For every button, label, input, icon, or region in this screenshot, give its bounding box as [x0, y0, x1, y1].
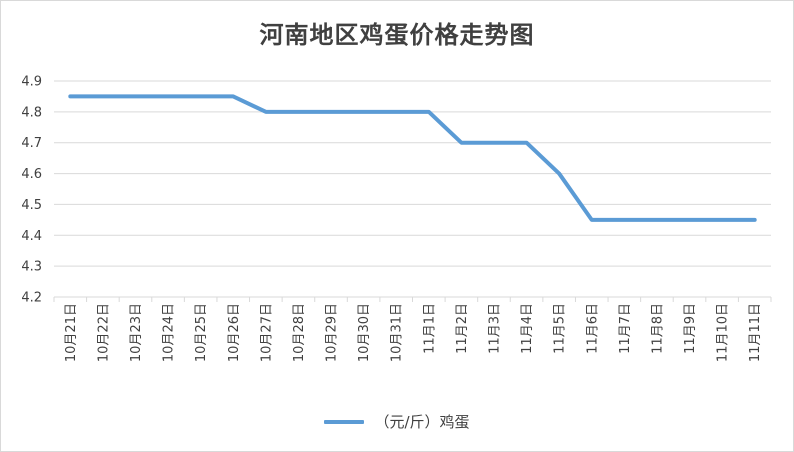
data-point: [427, 110, 431, 114]
x-tick-label: 10月23日: [129, 303, 144, 362]
y-tick-label: 4.4: [21, 229, 42, 244]
y-tick-label: 4.3: [21, 260, 42, 275]
x-tick-label: 10月30日: [357, 303, 372, 362]
y-tick-label: 4.7: [21, 136, 42, 151]
data-point: [231, 94, 235, 98]
legend: （元/斤）鸡蛋: [1, 411, 793, 432]
y-tick-label: 4.5: [21, 198, 42, 213]
data-point: [753, 218, 757, 222]
data-point: [492, 141, 496, 145]
data-point: [101, 94, 105, 98]
data-point: [68, 94, 72, 98]
x-tick-label: 11月11日: [748, 303, 763, 362]
x-tick-label: 11月9日: [683, 303, 698, 354]
legend-label: （元/斤）鸡蛋: [374, 413, 470, 431]
chart-title: 河南地区鸡蛋价格走势图: [259, 20, 535, 49]
y-tick-label: 4.6: [21, 167, 42, 182]
legend-swatch: [324, 419, 365, 424]
x-tick-label: 10月24日: [162, 303, 177, 362]
x-tick-label: 11月10日: [716, 303, 731, 362]
x-tick-label: 10月28日: [292, 303, 307, 362]
data-point: [296, 110, 300, 114]
data-point: [655, 218, 659, 222]
x-tick-label: 11月7日: [618, 303, 633, 354]
x-tick-label: 10月31日: [390, 303, 405, 362]
x-tick-label: 10月27日: [259, 303, 274, 362]
x-tick-label: 10月26日: [227, 303, 242, 362]
data-point: [329, 110, 333, 114]
plot-area: 4.2 4.3 4.4 4.5 4.6 4.7 4.8 4.9 10月21日 10月22日 10月2…: [21, 75, 772, 362]
series-line: [68, 94, 757, 222]
data-point: [264, 110, 268, 114]
x-tick-label: 10月21日: [64, 303, 79, 362]
data-point: [688, 218, 692, 222]
data-point: [590, 218, 594, 222]
data-point: [525, 141, 529, 145]
data-point: [557, 172, 561, 176]
x-tick-label: 10月25日: [194, 303, 209, 362]
x-tick-label: 11月1日: [422, 303, 437, 354]
data-point: [166, 94, 170, 98]
x-tick-label: 11月2日: [455, 303, 470, 354]
data-point: [133, 94, 137, 98]
x-tick-label: 11月8日: [650, 303, 665, 354]
data-point: [622, 218, 626, 222]
y-tick-label: 4.9: [21, 75, 42, 90]
x-tick-label: 11月6日: [585, 303, 600, 354]
x-tick-label: 11月4日: [520, 303, 535, 354]
data-point: [394, 110, 398, 114]
y-tick-label: 4.2: [21, 291, 42, 306]
y-tick-label: 4.8: [21, 105, 42, 120]
data-point: [459, 141, 463, 145]
data-point: [362, 110, 366, 114]
data-point: [199, 94, 203, 98]
x-tick-label: 10月22日: [96, 303, 111, 362]
data-point: [720, 218, 724, 222]
x-tick-label: 11月3日: [487, 303, 502, 354]
x-tick-label: 10月29日: [325, 303, 340, 362]
x-tick-label: 11月5日: [553, 303, 568, 354]
